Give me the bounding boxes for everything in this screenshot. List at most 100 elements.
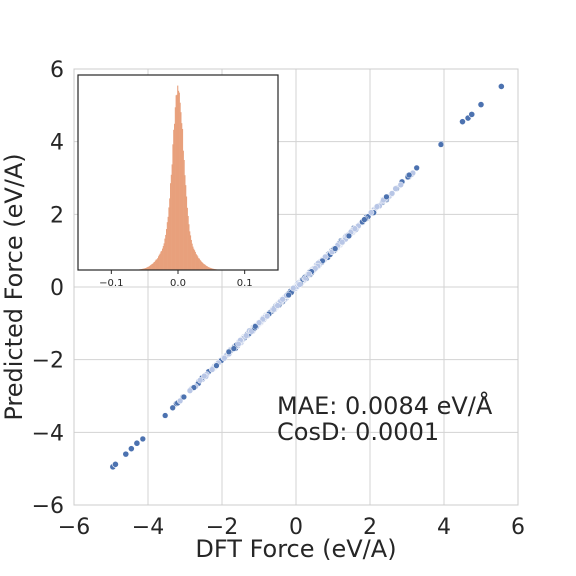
- histogram-bar: [202, 263, 204, 270]
- histogram-bar: [144, 268, 146, 270]
- histogram-bar: [150, 264, 152, 270]
- scatter-point: [296, 281, 303, 288]
- histogram-bar: [210, 267, 212, 270]
- scatter-point: [139, 435, 146, 443]
- scatter-point: [264, 313, 271, 320]
- scatter-point: [373, 203, 381, 210]
- error-histogram-inset: −0.1 0.0 0.1: [77, 74, 279, 289]
- histogram-bar: [201, 261, 203, 270]
- x-tick-label: −6: [58, 515, 90, 540]
- histogram-bar: [198, 258, 200, 270]
- scatter-point: [497, 83, 505, 90]
- scatter-point: [468, 111, 476, 118]
- y-tick-label: −2: [32, 349, 64, 374]
- histogram-bar: [153, 262, 155, 270]
- scatter-point: [477, 101, 485, 109]
- scatter-point: [180, 393, 188, 401]
- histogram-bar: [199, 259, 201, 270]
- scatter-points: [109, 83, 505, 471]
- histogram-bar: [152, 263, 154, 270]
- y-tick-label: 0: [50, 276, 64, 301]
- scatter-point: [345, 232, 353, 240]
- histogram-bar: [188, 224, 190, 270]
- scatter-point: [252, 323, 259, 330]
- histogram-bar: [163, 243, 165, 270]
- histogram-bar: [147, 266, 149, 270]
- histogram-bar: [156, 259, 158, 270]
- histogram-bar: [158, 254, 160, 270]
- scatter-point: [197, 377, 204, 384]
- histogram-bar: [146, 267, 148, 270]
- scatter-point: [413, 164, 420, 172]
- scatter-point: [186, 387, 194, 394]
- histogram-bars: [138, 85, 220, 271]
- histogram-bar: [175, 95, 177, 271]
- histogram-bar: [182, 128, 184, 270]
- scatter-point: [397, 181, 404, 188]
- histogram-bar: [186, 207, 188, 270]
- histogram-bar: [177, 85, 179, 270]
- histogram-bar: [187, 215, 189, 270]
- scatter-point: [332, 245, 339, 252]
- histogram-bar: [197, 256, 199, 270]
- mae-annotation: MAE: 0.0084 eV/Å: [277, 391, 493, 420]
- scatter-point: [221, 355, 228, 362]
- histogram-bar: [170, 174, 172, 270]
- histogram-bar: [190, 235, 192, 270]
- scatter-point: [437, 141, 445, 148]
- histogram-bar: [159, 253, 161, 270]
- scatter-point: [133, 439, 141, 447]
- histogram-bar: [166, 222, 168, 270]
- histogram-bar: [211, 268, 213, 270]
- histogram-bar: [157, 258, 159, 270]
- histogram-bar: [169, 198, 171, 270]
- histogram-bar: [198, 258, 200, 270]
- scatter-point: [361, 216, 368, 223]
- histogram-bar: [146, 267, 148, 270]
- histogram-bar: [206, 266, 208, 270]
- scatter-point: [127, 445, 135, 453]
- y-tick-label: −6: [32, 494, 64, 519]
- scatter-point: [290, 285, 297, 292]
- inset-x-ticks: −0.1 0.0 0.1: [99, 270, 253, 289]
- scatter-point: [225, 348, 233, 356]
- histogram-bar: [182, 150, 184, 270]
- x-axis-title: DFT Force (eV/A): [195, 535, 396, 563]
- histogram-bar: [183, 160, 185, 270]
- histogram-bar: [193, 248, 195, 270]
- histogram-bar: [174, 107, 176, 270]
- histogram-bar: [206, 266, 208, 270]
- y-tick-label: 2: [50, 203, 64, 228]
- scatter-point: [122, 450, 130, 458]
- histogram-bar: [154, 260, 156, 270]
- inset-tick-label: 0.1: [237, 278, 253, 289]
- scatter-point: [279, 296, 286, 303]
- histogram-bar: [210, 268, 212, 270]
- scatter-point: [243, 332, 250, 339]
- histogram-bar: [142, 268, 144, 270]
- histogram-bar: [181, 123, 183, 271]
- histogram-bar: [185, 185, 187, 270]
- x-tick-label: −4: [132, 515, 164, 540]
- histogram-bar: [168, 207, 170, 270]
- histogram-bar: [173, 129, 175, 270]
- scatter-point: [209, 366, 216, 373]
- histogram-bar: [170, 183, 172, 270]
- histogram-bar: [172, 144, 174, 270]
- scatter-point: [383, 193, 390, 201]
- scatter-point: [367, 209, 375, 216]
- histogram-bar: [195, 253, 197, 270]
- scatter-point: [235, 340, 242, 348]
- scatter-point: [162, 412, 169, 419]
- histogram-bar: [150, 265, 152, 270]
- histogram-bar: [171, 164, 173, 270]
- histogram-bar: [160, 251, 162, 270]
- histogram-bar: [149, 265, 151, 270]
- histogram-bar: [151, 263, 153, 270]
- histogram-bar: [174, 123, 176, 270]
- x-tick-label: 6: [511, 515, 525, 540]
- histogram-bar: [184, 175, 186, 270]
- histogram-bar: [191, 243, 193, 270]
- x-tick-label: 0: [289, 515, 303, 540]
- x-tick-label: −2: [206, 515, 238, 540]
